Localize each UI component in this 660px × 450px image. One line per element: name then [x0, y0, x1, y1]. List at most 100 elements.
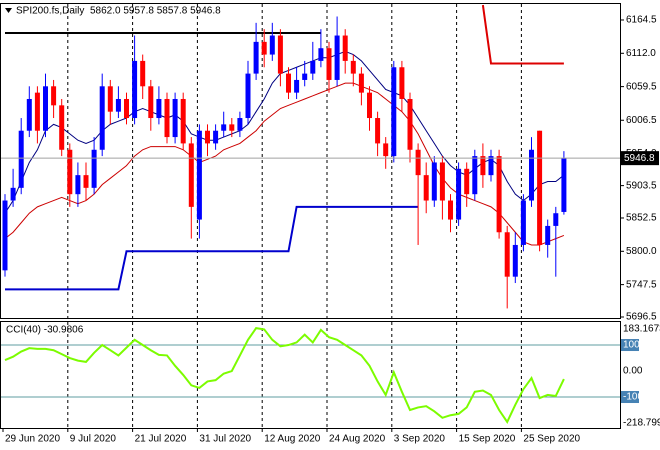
indicator-line: [4, 82, 565, 246]
candle-body: [213, 130, 219, 144]
x-tick-label: 3 Sep 2020: [394, 434, 446, 445]
candle-body: [196, 130, 202, 220]
candle-body: [399, 67, 405, 99]
y-tick-label: 5747.5: [626, 279, 657, 290]
candle-body: [51, 86, 57, 106]
candle-body: [504, 232, 510, 277]
candle-body: [537, 130, 543, 245]
candle-body: [99, 86, 105, 150]
candle-body: [26, 98, 32, 131]
price-label: 5946.8: [624, 153, 655, 164]
candle-body: [124, 98, 129, 119]
indicator-line: [4, 50, 565, 214]
candle-body: [205, 130, 210, 144]
candle-body: [277, 35, 283, 74]
candle-body: [164, 98, 170, 138]
candle-body: [367, 92, 372, 119]
candle-body: [318, 48, 324, 61]
level-box: [621, 339, 639, 352]
candle-body: [172, 98, 178, 138]
candle-body: [431, 162, 437, 201]
candle-body: [520, 200, 526, 245]
y-tick-label: 6112.0: [626, 48, 656, 59]
candle-body: [480, 156, 486, 176]
candle-body: [561, 158, 567, 212]
candle-body: [472, 156, 478, 195]
x-tick-label: 9 Jul 2020: [70, 434, 117, 445]
candle-body: [59, 105, 65, 150]
candle-body: [10, 187, 16, 201]
y-tick-label: 5696.5: [626, 312, 657, 323]
y-tick-label: 100: [623, 340, 640, 351]
x-tick-label: 25 Sep 2020: [523, 434, 580, 445]
candle-body: [286, 73, 291, 93]
x-tick-label: 15 Sep 2020: [459, 434, 516, 445]
x-tick-label: 31 Jul 2020: [199, 434, 251, 445]
candle-body: [148, 86, 154, 119]
y-tick-label: 5800.0: [626, 246, 657, 257]
candle-body: [529, 149, 534, 201]
candle-body: [415, 149, 421, 176]
candle-body: [375, 118, 381, 144]
candle-body: [326, 48, 332, 80]
candle-body: [229, 124, 235, 131]
y-tick-label: -100: [623, 392, 643, 403]
candle-body: [383, 143, 389, 157]
candle-body: [342, 35, 348, 61]
cci-panel-frame: [0, 321, 621, 429]
candle-body: [245, 73, 251, 119]
y-tick-label: 5903.5: [626, 180, 657, 191]
candle-body: [464, 168, 470, 195]
y-tick-label: 6059.5: [626, 81, 657, 92]
candle-body: [140, 60, 146, 87]
candle-body: [18, 130, 24, 188]
candle-body: [83, 175, 89, 188]
candle-body: [334, 35, 340, 80]
candle-body: [261, 41, 267, 55]
y-tick-label: 6164.5: [626, 15, 657, 26]
candle-body: [423, 175, 429, 201]
chart-title: SPI200.fs,Daily: [16, 6, 84, 17]
x-tick-label: 21 Jul 2020: [135, 434, 187, 445]
candle-body: [188, 143, 194, 207]
candle-body: [43, 86, 48, 131]
candle-body: [496, 156, 502, 233]
candle-body: [553, 213, 559, 226]
title-icon: [5, 8, 12, 13]
candle-body: [269, 35, 275, 55]
candle-body: [67, 149, 73, 195]
y-limit-label: -218.799: [623, 418, 660, 429]
cci-line: [4, 327, 565, 424]
cci-title: CCI(40) -30.9806: [6, 325, 84, 336]
candle-body: [237, 118, 243, 131]
x-tick-label: 12 Aug 2020: [264, 434, 321, 445]
candle-body: [91, 149, 97, 188]
x-tick-label: 24 Aug 2020: [329, 434, 386, 445]
candle-body: [156, 98, 162, 119]
candle-body: [115, 98, 121, 112]
candle-body: [107, 86, 113, 112]
candle-body: [294, 79, 300, 93]
y-tick-label: 0.00: [623, 366, 643, 377]
candle-body: [456, 168, 462, 220]
y-tick-label: 5852.5: [626, 213, 657, 224]
candle-body: [358, 73, 364, 93]
candle-body: [407, 98, 413, 150]
price-box: [621, 151, 659, 166]
candle-body: [545, 225, 551, 245]
candle-body: [439, 162, 445, 201]
main-panel-frame: [0, 3, 621, 319]
candle-body: [302, 73, 308, 80]
ohlc-info: 5862.0 5957.8 5857.8 5946.8: [90, 6, 221, 17]
candle-body: [132, 60, 138, 119]
candle-body: [350, 60, 356, 74]
candle-body: [180, 98, 186, 144]
indicator-line: [481, 4, 564, 65]
candle-body: [391, 67, 397, 157]
y-limit-label: 183.1673: [623, 324, 660, 335]
candle-body: [75, 175, 81, 195]
candle-body: [221, 124, 227, 131]
candle-body: [310, 60, 316, 74]
indicator-line: [5, 205, 419, 291]
